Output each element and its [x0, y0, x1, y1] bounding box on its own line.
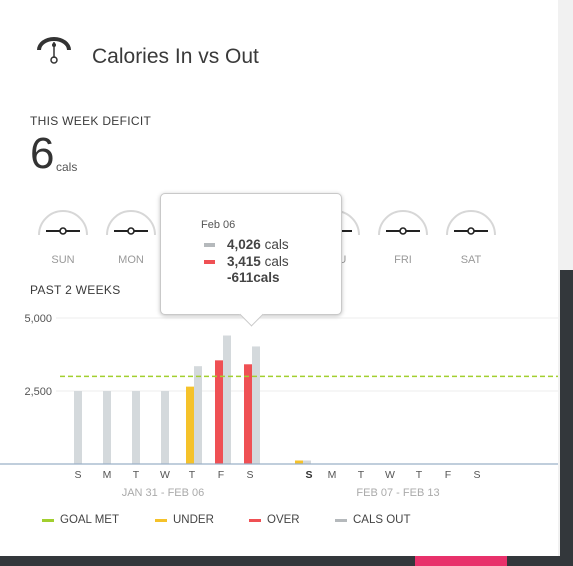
backdrop-bottom-bar: [0, 556, 573, 566]
day-dial-fri[interactable]: FRI: [376, 205, 430, 266]
legend-goal-label: GOAL MET: [60, 514, 119, 526]
x-tick-label: T: [416, 469, 423, 481]
day-dial-label: SAT: [460, 254, 482, 266]
legend-out-label: CALS OUT: [353, 514, 411, 526]
day-dial-sat[interactable]: SAT: [444, 205, 498, 266]
cals-out-bar: [303, 460, 311, 464]
tooltip-out-value: 4,026: [227, 237, 261, 252]
cals-out-bar: [161, 391, 169, 464]
cals-in-bar: [244, 364, 252, 464]
day-dial-label: MON: [118, 254, 144, 266]
legend-under: UNDER: [155, 514, 214, 526]
cals-out-bar: [223, 335, 231, 464]
x-tick-label: M: [103, 469, 112, 481]
cals-in-bar: [186, 386, 194, 464]
x-tick-label: W: [160, 469, 170, 481]
scale-icon: [37, 37, 71, 64]
cals-in-bar: [295, 460, 303, 464]
x-tick-label: M: [328, 469, 337, 481]
legend-goal-swatch: [42, 518, 54, 522]
x-tick-label: T: [358, 469, 365, 481]
legend-under-label: UNDER: [173, 514, 214, 526]
dial-gauge-icon: [446, 210, 496, 236]
x-tick-label: F: [218, 469, 224, 481]
cals-out-bar: [194, 366, 202, 464]
calories-card: Calories In vs Out THIS WEEK DEFICIT 6 c…: [0, 0, 558, 556]
tooltip-cals-in: 3,415 cals: [204, 254, 289, 269]
day-dial-label: SUN: [51, 254, 75, 266]
backdrop-dark-panel: [560, 270, 573, 566]
legend-under-swatch: [155, 518, 167, 522]
legend-cals-out: CALS OUT: [335, 514, 411, 526]
tooltip-in-value: 3,415: [227, 254, 261, 269]
tooltip-diff: -611cals: [227, 270, 280, 285]
y-tick-label: 2,500: [24, 386, 52, 398]
day-dial-label: FRI: [394, 254, 412, 266]
tooltip-out-swatch: [204, 242, 215, 247]
dial-gauge-icon: [38, 210, 88, 236]
week-range-label: JAN 31 - FEB 06: [122, 487, 205, 499]
legend-over: OVER: [249, 514, 300, 526]
day-dial-sun[interactable]: SUN: [36, 205, 90, 266]
week-range-label: FEB 07 - FEB 13: [356, 487, 439, 499]
y-tick-label: 5,000: [24, 313, 52, 325]
card-title: Calories In vs Out: [92, 45, 259, 68]
x-tick-label: S: [305, 469, 312, 481]
x-tick-label: S: [246, 469, 253, 481]
past-weeks-label: PAST 2 WEEKS: [30, 283, 121, 297]
legend-goal-met: GOAL MET: [42, 514, 119, 526]
legend-out-swatch: [335, 518, 347, 522]
x-tick-label: T: [133, 469, 140, 481]
calories-chart: 5,000 2,500 S M T W T F S JAN 31 - FEB 06 S M T W T F S F…: [0, 313, 558, 499]
deficit-label: THIS WEEK DEFICIT: [30, 114, 152, 128]
backdrop-accent-button[interactable]: [415, 556, 507, 566]
tooltip-cals-out: 4,026 cals: [204, 237, 289, 252]
deficit-value: 6: [30, 129, 55, 178]
tooltip-out-unit: cals: [264, 237, 289, 252]
tooltip-in-swatch: [204, 259, 215, 264]
dial-gauge-icon: [378, 210, 428, 236]
x-tick-label: S: [74, 469, 81, 481]
x-tick-label: S: [473, 469, 480, 481]
tooltip-in-unit: cals: [264, 254, 289, 269]
cals-out-bar: [252, 346, 260, 464]
deficit-unit: cals: [56, 160, 78, 174]
cals-in-bar: [215, 360, 223, 464]
x-tick-label: W: [385, 469, 395, 481]
cals-out-bar: [132, 391, 140, 464]
tooltip-date: Feb 06: [201, 219, 236, 231]
day-dial-mon[interactable]: MON: [104, 205, 158, 266]
legend-over-swatch: [249, 518, 261, 522]
day-tooltip: Feb 06 4,026 cals 3,415 cals -611cals: [160, 193, 342, 327]
cals-out-bar: [74, 391, 82, 464]
x-tick-label: F: [445, 469, 451, 481]
dial-gauge-icon: [106, 210, 156, 236]
legend-over-label: OVER: [267, 514, 300, 526]
cals-out-bar: [103, 391, 111, 464]
x-tick-label: T: [189, 469, 196, 481]
